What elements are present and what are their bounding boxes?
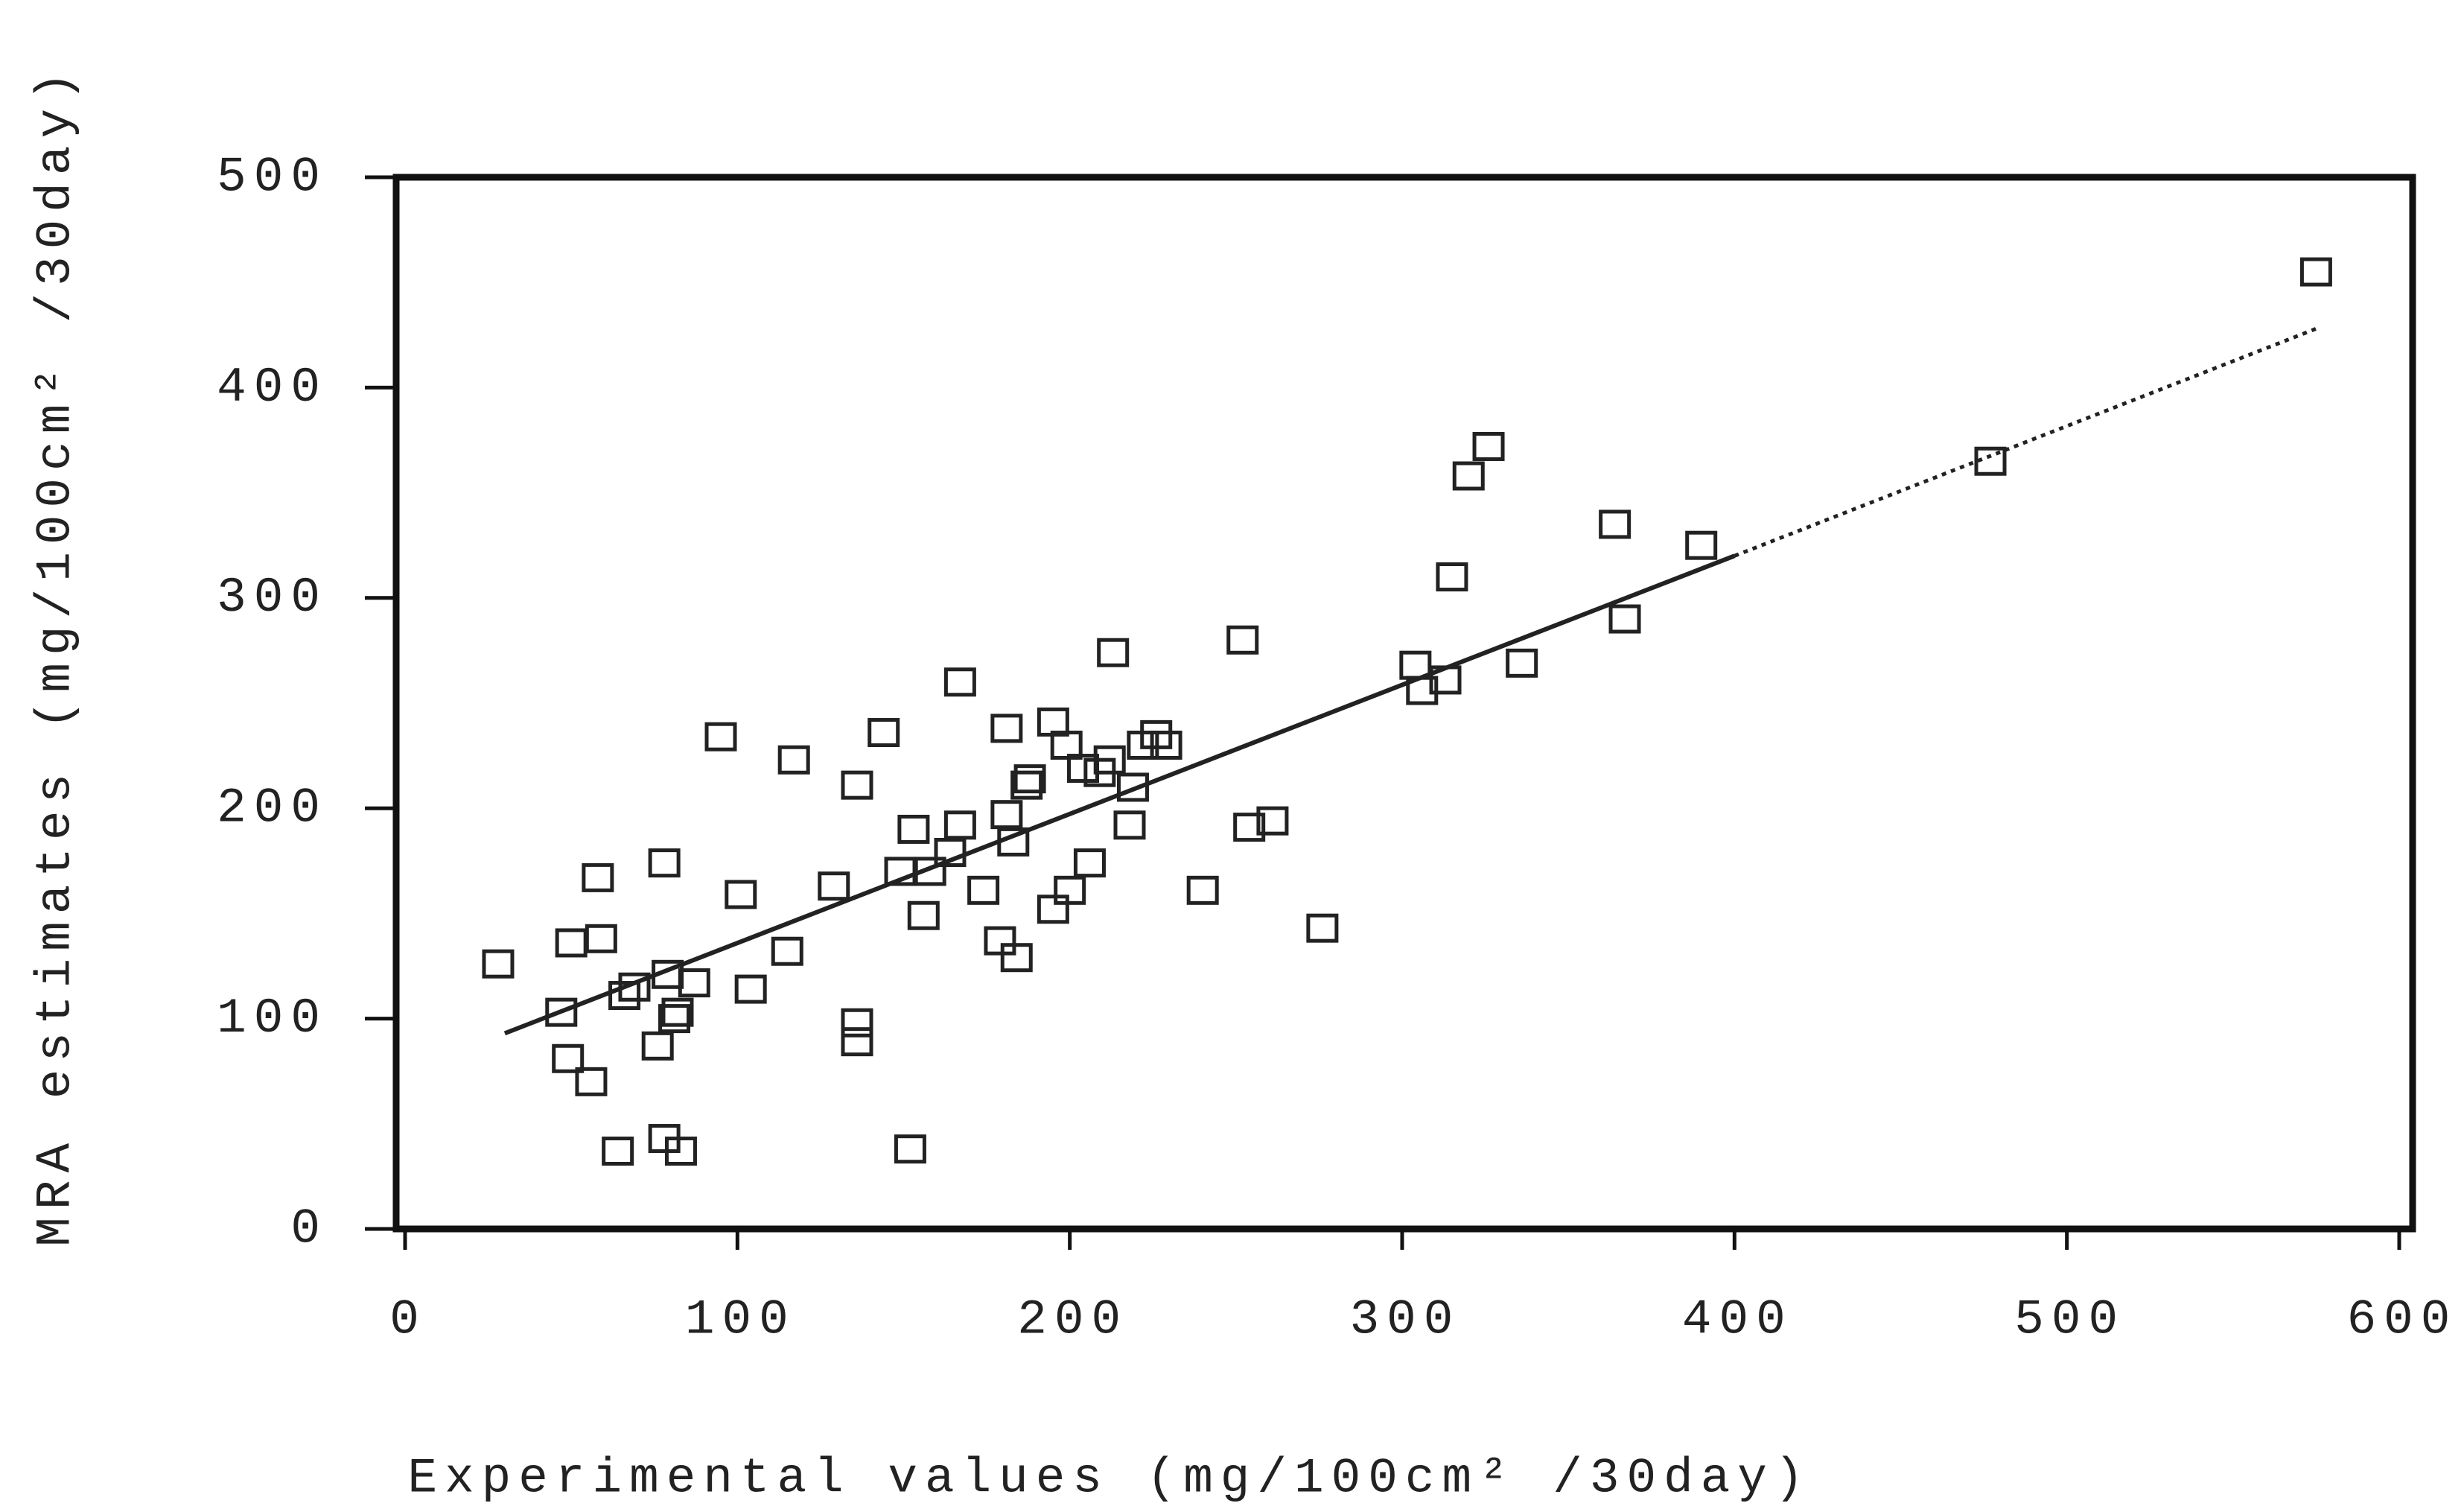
point <box>1150 730 1182 760</box>
point <box>1093 745 1126 775</box>
point <box>1050 730 1083 760</box>
point <box>734 974 767 1004</box>
y-tick-label: 300 <box>217 570 328 626</box>
x-tick-label: 600 <box>2347 1291 2458 1347</box>
point <box>1054 875 1086 905</box>
point <box>555 928 588 958</box>
x-tick-label: 300 <box>1350 1291 1461 1347</box>
point <box>1506 648 1538 678</box>
x-tick-label: 200 <box>1017 1291 1128 1347</box>
point <box>1013 764 1046 794</box>
point <box>1140 719 1173 749</box>
point <box>841 1008 873 1038</box>
point <box>704 722 737 752</box>
y-tick-label: 100 <box>217 991 328 1046</box>
point <box>582 862 614 892</box>
point <box>818 871 850 901</box>
plot-frame <box>392 174 2416 1233</box>
point <box>897 814 930 844</box>
fit-line <box>503 553 1736 1036</box>
point <box>608 981 641 1011</box>
fit-line <box>1734 326 2317 558</box>
point <box>1599 509 1631 539</box>
point <box>943 810 976 840</box>
y-axis-title: MRA estimates (mg/100cm² /30day) <box>28 64 83 1246</box>
point <box>984 926 1016 956</box>
y-tick-label: 400 <box>217 360 328 416</box>
point <box>1097 638 1130 667</box>
point <box>664 1137 697 1166</box>
point <box>2299 257 2332 287</box>
point <box>1010 770 1043 800</box>
point <box>678 968 710 998</box>
x-axis-title: Experimental values (mg/100cm² /30day) <box>407 1450 1811 1506</box>
point <box>1472 431 1505 461</box>
point <box>943 667 976 697</box>
point <box>661 997 694 1027</box>
point <box>1000 943 1033 973</box>
point <box>648 848 681 878</box>
point <box>1685 530 1718 560</box>
x-tick-label: 400 <box>1682 1291 1793 1347</box>
point <box>1436 562 1468 592</box>
point <box>1452 461 1485 491</box>
point <box>1113 810 1146 840</box>
point <box>841 770 873 800</box>
point <box>1073 848 1106 878</box>
point <box>894 1134 926 1164</box>
point <box>907 900 940 930</box>
x-tick-label: 0 <box>389 1291 427 1347</box>
point <box>585 924 617 953</box>
point <box>1306 913 1339 943</box>
point <box>1256 806 1289 836</box>
point <box>482 949 515 979</box>
point <box>1608 604 1641 634</box>
point <box>841 1027 873 1057</box>
point <box>1226 625 1259 655</box>
y-tick-label: 200 <box>217 781 328 836</box>
point <box>552 1043 585 1073</box>
point <box>967 875 1000 905</box>
point <box>1037 895 1069 924</box>
point <box>1233 813 1266 842</box>
point <box>1116 772 1149 802</box>
point <box>575 1067 608 1096</box>
point <box>990 800 1023 830</box>
point <box>602 1137 634 1166</box>
point <box>990 714 1023 743</box>
point <box>934 838 967 868</box>
x-tick-label: 500 <box>2014 1291 2125 1347</box>
point <box>1186 875 1219 905</box>
point <box>725 880 757 909</box>
y-tick-label: 500 <box>217 149 328 205</box>
point <box>771 936 803 966</box>
point <box>658 1004 691 1034</box>
y-tick-label: 0 <box>290 1201 328 1256</box>
point <box>868 718 900 748</box>
point <box>777 745 810 775</box>
point <box>1974 446 2007 476</box>
point <box>641 1031 674 1061</box>
point <box>545 997 578 1027</box>
x-tick-label: 100 <box>685 1291 796 1347</box>
